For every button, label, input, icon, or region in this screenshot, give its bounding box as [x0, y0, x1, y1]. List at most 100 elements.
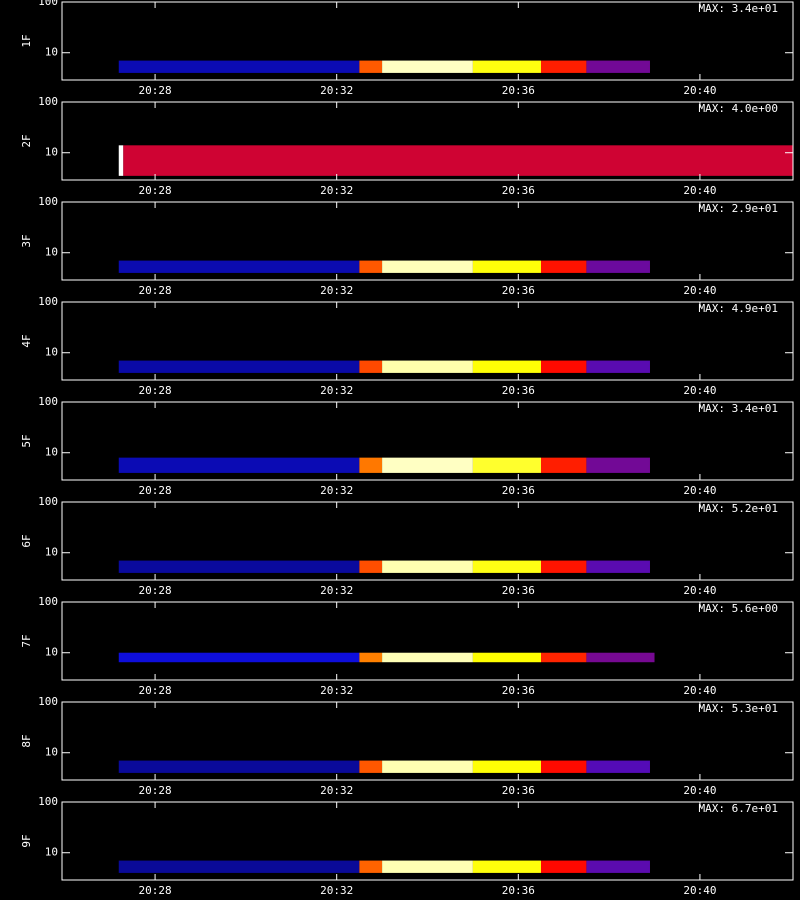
y-tick-label: 100 [38, 195, 58, 208]
max-label: MAX: 5.2e+01 [699, 502, 778, 515]
axis-box [61, 1, 794, 81]
y-tick-label: 100 [38, 695, 58, 708]
spectrum-cell [359, 360, 383, 373]
panel: 20:28 20:32 20:36 20:40 10 100 1F MAX: 3.4e+01 [20, 0, 794, 97]
axis-box [61, 601, 794, 681]
x-tick-label: 20:28 [139, 184, 172, 197]
spectrum-cell [118, 360, 360, 373]
y-tick-label: 100 [38, 495, 58, 508]
x-tick-label: 20:36 [502, 584, 535, 597]
axis-box [61, 301, 794, 381]
y-tick-label: 10 [45, 246, 58, 259]
x-tick-label: 20:40 [683, 684, 716, 697]
max-label: MAX: 5.3e+01 [699, 702, 778, 715]
spectrum-cell [472, 652, 542, 663]
spectrum-cell [541, 260, 587, 273]
spectrum-cell [472, 560, 542, 573]
spectrum-cell [359, 760, 383, 773]
spectrum-cell [586, 360, 650, 373]
panel: 20:28 20:32 20:36 20:40 10 100 8F MAX: 5.3e+01 [20, 695, 794, 797]
y-tick-label: 100 [38, 0, 58, 8]
x-tick-label: 20:36 [502, 84, 535, 97]
spectrum-cell [472, 457, 542, 473]
spectrum-cell [382, 860, 473, 873]
x-tick-label: 20:28 [139, 784, 172, 797]
spectrum-cell [382, 60, 473, 73]
spectrum-cell [472, 360, 542, 373]
axis-box [61, 201, 794, 281]
spectrum-cell [586, 860, 650, 873]
y-tick-label: 10 [45, 46, 58, 59]
max-label: MAX: 5.6e+00 [699, 602, 778, 615]
y-axis-label: 7F [20, 634, 33, 647]
spectrum-cell [382, 260, 473, 273]
spectrum-cell [382, 560, 473, 573]
spectrum-cell [359, 260, 383, 273]
spectrum-cell [541, 60, 587, 73]
axis-box [61, 801, 794, 881]
x-tick-label: 20:36 [502, 684, 535, 697]
x-tick-label: 20:40 [683, 84, 716, 97]
y-tick-label: 10 [45, 746, 58, 759]
x-tick-label: 20:28 [139, 884, 172, 897]
y-tick-label: 10 [45, 646, 58, 659]
spectrum-cell [586, 60, 650, 73]
x-tick-label: 20:28 [139, 584, 172, 597]
axis-box [61, 401, 794, 481]
x-tick-label: 20:28 [139, 284, 172, 297]
y-axis-label: 3F [20, 234, 33, 247]
x-tick-label: 20:36 [502, 484, 535, 497]
y-tick-label: 10 [45, 846, 58, 859]
x-tick-label: 20:40 [683, 184, 716, 197]
y-tick-label: 100 [38, 295, 58, 308]
max-label: MAX: 6.7e+01 [699, 802, 778, 815]
spectrum-cell [118, 560, 360, 573]
y-axis-label: 8F [20, 734, 33, 747]
spectrum-cell [586, 260, 650, 273]
y-tick-label: 10 [45, 146, 58, 159]
max-label: MAX: 4.0e+00 [699, 102, 778, 115]
spectrum-cell [359, 60, 383, 73]
spectrum-cell [541, 760, 587, 773]
panel: 20:28 20:32 20:36 20:40 10 100 3F MAX: 2.9e+01 [20, 195, 794, 297]
spectrum-cell [382, 760, 473, 773]
axis-box [61, 701, 794, 781]
spectrum-cell [359, 457, 383, 473]
spectrum-cell [541, 560, 587, 573]
spectrum-cell [123, 145, 793, 176]
y-tick-label: 100 [38, 595, 58, 608]
axis-box [61, 101, 794, 181]
axis-box [61, 501, 794, 581]
x-tick-label: 20:40 [683, 284, 716, 297]
x-tick-label: 20:28 [139, 484, 172, 497]
x-tick-label: 20:32 [320, 784, 353, 797]
spectrum-cell [541, 360, 587, 373]
x-tick-label: 20:36 [502, 184, 535, 197]
x-tick-label: 20:28 [139, 684, 172, 697]
spectrum-cell [586, 760, 650, 773]
x-tick-label: 20:36 [502, 284, 535, 297]
spectrum-cell [359, 560, 383, 573]
y-tick-label: 100 [38, 95, 58, 108]
x-tick-label: 20:32 [320, 484, 353, 497]
x-tick-label: 20:32 [320, 84, 353, 97]
y-axis-label: 9F [20, 834, 33, 847]
spectrum-cell [541, 860, 587, 873]
x-tick-label: 20:36 [502, 784, 535, 797]
spectrum-cell [359, 860, 383, 873]
y-axis-label: 6F [20, 534, 33, 547]
panel: 20:28 20:32 20:36 20:40 10 100 9F MAX: 6.7e+01 [20, 795, 794, 897]
max-label: MAX: 3.4e+01 [699, 402, 778, 415]
spectrum-cell [382, 652, 473, 663]
spectrum-cell [118, 860, 360, 873]
spectrum-cell [118, 457, 360, 473]
max-label: MAX: 2.9e+01 [699, 202, 778, 215]
x-tick-label: 20:28 [139, 84, 172, 97]
y-tick-label: 10 [45, 346, 58, 359]
x-tick-label: 20:32 [320, 184, 353, 197]
panel: 20:28 20:32 20:36 20:40 10 100 4F MAX: 4.9e+01 [20, 295, 794, 397]
spectrum-cell [118, 60, 360, 73]
x-tick-label: 20:32 [320, 684, 353, 697]
